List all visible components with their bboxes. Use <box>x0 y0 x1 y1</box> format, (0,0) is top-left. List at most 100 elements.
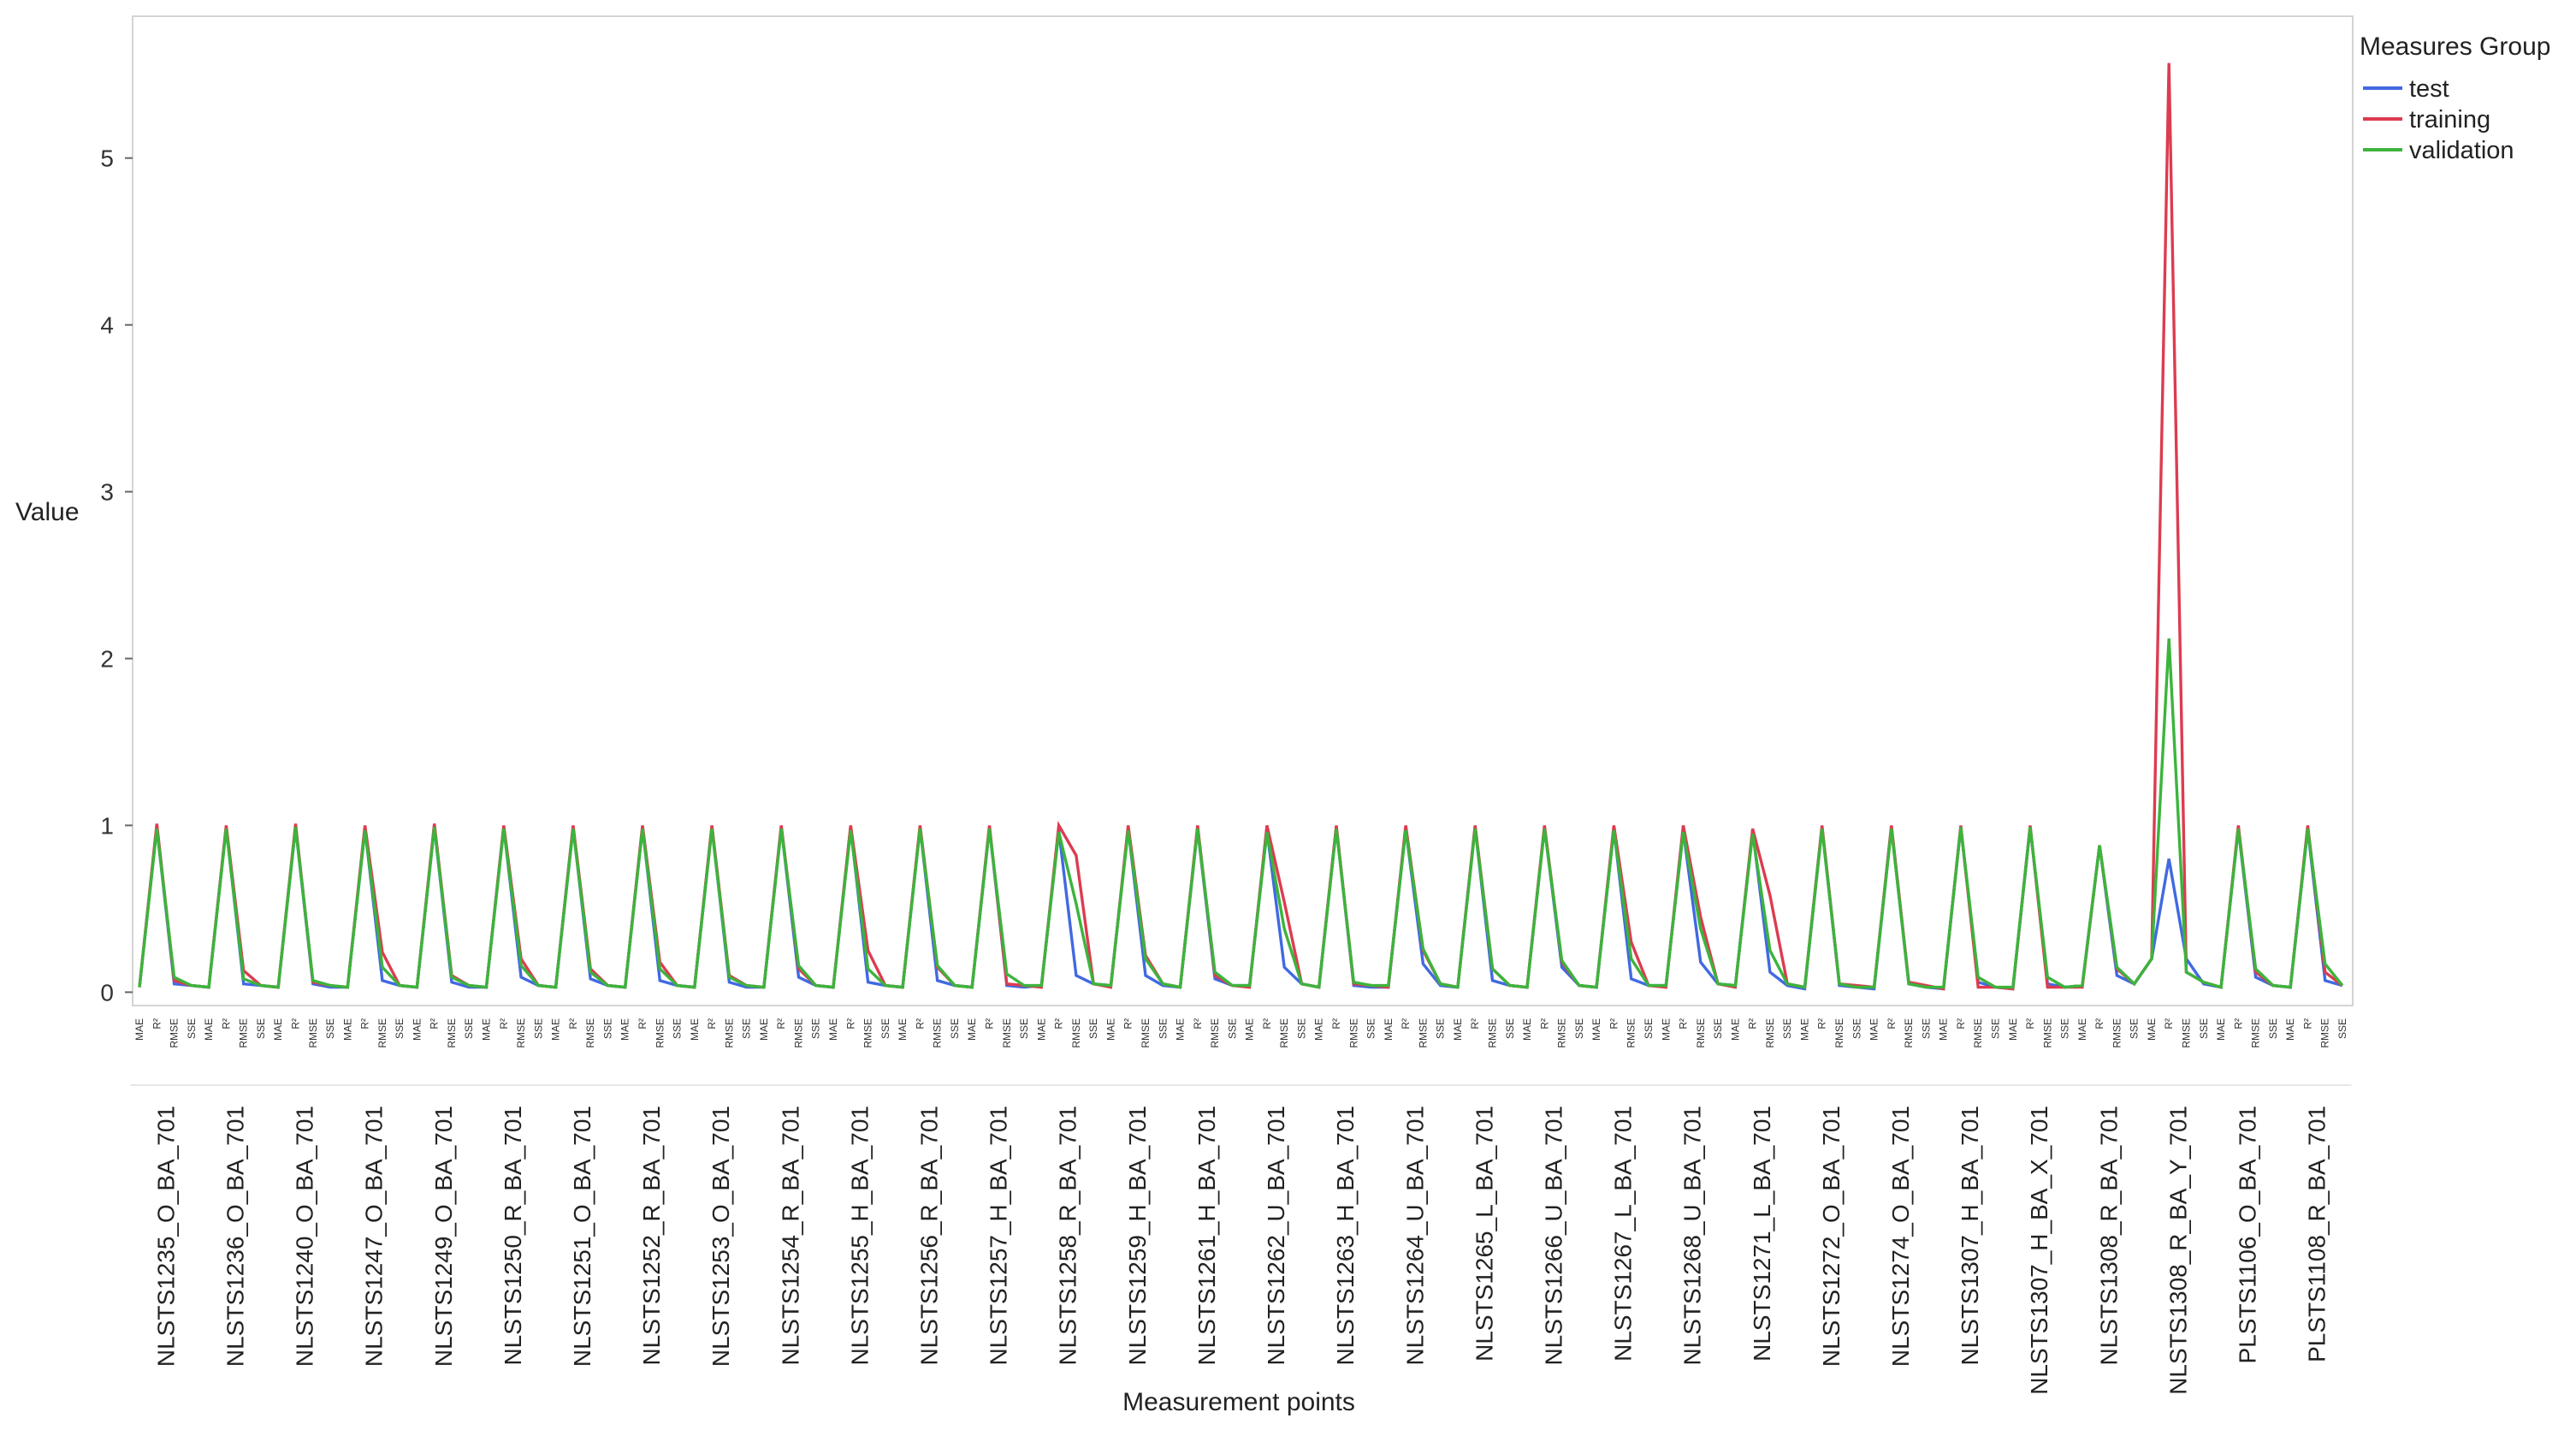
y-tick-label: 3 <box>100 479 114 506</box>
metric-tick-label: RMSE <box>932 1018 944 1048</box>
measurement-point-label: NLSTS1308_R_BA_701 <box>2095 1106 2122 1366</box>
measurement-point-label: NLSTS1235_O_BA_701 <box>152 1106 179 1367</box>
metric-tick-label: MAE <box>203 1018 215 1041</box>
metric-tick-label: RMSE <box>584 1018 596 1048</box>
measurement-point-label: NLSTS1257_H_BA_701 <box>986 1106 1012 1366</box>
metric-tick-label: SSE <box>1018 1018 1030 1039</box>
y-axis-title: Value <box>15 498 80 526</box>
metric-tick-label: RMSE <box>2041 1018 2053 1048</box>
metric-tick-label: RMSE <box>1833 1018 1845 1048</box>
metric-tick-label: MAE <box>1938 1018 1950 1041</box>
metric-tick-label: R² <box>1330 1018 1342 1030</box>
metric-tick-label: R² <box>429 1018 441 1030</box>
metric-tick-label: MAE <box>619 1018 631 1041</box>
metric-tick-label: MAE <box>966 1018 978 1041</box>
metric-tick-label: R² <box>498 1018 510 1030</box>
metric-tick-label: SSE <box>463 1018 475 1039</box>
metric-tick-label: MAE <box>1729 1018 1741 1041</box>
metric-tick-label: MAE <box>1521 1018 1533 1041</box>
series-line-validation <box>138 638 2344 989</box>
measurement-point-label: NLSTS1250_R_BA_701 <box>500 1106 526 1366</box>
metric-tick-label: MAE <box>1313 1018 1325 1041</box>
metric-tick-label: R² <box>1538 1018 1550 1030</box>
measurement-point-label: NLSTS1256_R_BA_701 <box>916 1106 943 1366</box>
metric-tick-label: RMSE <box>307 1018 319 1048</box>
metric-tick-label: RMSE <box>1695 1018 1707 1048</box>
legend-label-test: test <box>2409 75 2449 103</box>
metric-tick-label: R² <box>775 1018 787 1030</box>
metric-tick-label: RMSE <box>169 1018 181 1048</box>
metric-tick-label: SSE <box>1781 1018 1793 1039</box>
metric-tick-label: MAE <box>1799 1018 1811 1041</box>
legend-label-validation: validation <box>2409 137 2514 164</box>
measurement-point-label: NLSTS1267_L_BA_701 <box>1610 1106 1637 1362</box>
legend-title: Measures Group <box>2360 33 2550 61</box>
metric-tick-label: MAE <box>1175 1018 1187 1041</box>
metric-tick-label: RMSE <box>1347 1018 1359 1048</box>
metric-tick-label: SSE <box>324 1018 336 1039</box>
measurement-point-label: NLSTS1272_O_BA_701 <box>1818 1106 1845 1367</box>
metric-tick-label: R² <box>1122 1018 1134 1030</box>
y-tick-label: 4 <box>100 312 114 339</box>
measurement-point-label: NLSTS1240_O_BA_701 <box>292 1106 318 1367</box>
legend-label-training: training <box>2409 106 2490 134</box>
metric-tick-label: RMSE <box>2250 1018 2262 1048</box>
measurement-point-label: NLSTS1307_H_BA_X_701 <box>2026 1106 2052 1395</box>
measurement-point-label: PLSTS1108_R_BA_701 <box>2304 1106 2330 1362</box>
metric-tick-label: R² <box>1955 1018 1967 1030</box>
metric-tick-label: SSE <box>2129 1018 2141 1039</box>
measurement-point-label: NLSTS1255_H_BA_701 <box>846 1106 873 1366</box>
metric-tick-label: SSE <box>601 1018 613 1039</box>
metric-tick-label: SSE <box>2267 1018 2279 1039</box>
metric-tick-label: R² <box>1400 1018 1412 1030</box>
metric-tick-label: R² <box>1886 1018 1898 1030</box>
metric-tick-label: MAE <box>1244 1018 1256 1041</box>
metric-tick-label: RMSE <box>1903 1018 1915 1048</box>
metric-tick-label: MAE <box>1452 1018 1464 1041</box>
metric-tick-label: R² <box>706 1018 718 1030</box>
metric-tick-label: R² <box>914 1018 926 1030</box>
metric-tick-label: RMSE <box>1140 1018 1152 1048</box>
metric-tick-label: SSE <box>1920 1018 1932 1039</box>
metric-tick-label: MAE <box>2076 1018 2088 1041</box>
metric-tick-label: R² <box>2093 1018 2105 1030</box>
metric-tick-label: RMSE <box>1626 1018 1637 1048</box>
metric-tick-label: RMSE <box>1001 1018 1013 1048</box>
metric-tick-label: R² <box>567 1018 579 1030</box>
metric-tick-label: SSE <box>1851 1018 1862 1039</box>
metric-tick-label: MAE <box>758 1018 770 1041</box>
measurement-point-label: NLSTS1308_R_BA_Y_701 <box>2164 1106 2191 1395</box>
measurement-point-label: NLSTS1258_R_BA_701 <box>1055 1106 1081 1366</box>
y-tick-label: 1 <box>100 812 114 839</box>
metric-tick-label: SSE <box>2336 1018 2348 1039</box>
metric-tick-label: SSE <box>949 1018 961 1039</box>
measurement-point-label: NLSTS1249_O_BA_701 <box>430 1106 457 1367</box>
y-axis: 0 1 2 3 4 5 <box>100 145 133 1006</box>
measurement-point-label: NLSTS1264_U_BA_701 <box>1401 1106 1428 1366</box>
metric-tick-label: R² <box>1192 1018 1204 1030</box>
metric-tick-label: MAE <box>341 1018 353 1041</box>
metric-tick-label: MAE <box>1035 1018 1047 1041</box>
metric-tick-label: MAE <box>2007 1018 2019 1041</box>
metric-tick-label: R² <box>290 1018 302 1030</box>
metric-tick-label: R² <box>1261 1018 1273 1030</box>
metric-tick-label: SSE <box>394 1018 406 1039</box>
metric-tick-label: MAE <box>1590 1018 1602 1041</box>
metric-tick-label: MAE <box>1868 1018 1880 1041</box>
metric-tick-label: RMSE <box>862 1018 874 1048</box>
metric-tick-label: MAE <box>550 1018 562 1041</box>
measurement-point-label: NLSTS1254_R_BA_701 <box>777 1106 803 1366</box>
metric-tick-label: RMSE <box>723 1018 735 1048</box>
measurement-point-label: NLSTS1253_O_BA_701 <box>708 1106 734 1367</box>
metric-tick-label: SSE <box>1573 1018 1585 1039</box>
metric-tick-label: MAE <box>411 1018 423 1041</box>
metric-tick-label: R² <box>1816 1018 1828 1030</box>
metric-tick-label: SSE <box>2059 1018 2071 1039</box>
metric-tick-label: SSE <box>1087 1018 1099 1039</box>
metric-tick-label: RMSE <box>793 1018 805 1048</box>
metric-tick-label: R² <box>2301 1018 2313 1030</box>
metric-tick-label: R² <box>1678 1018 1690 1030</box>
metric-tick-label: MAE <box>897 1018 909 1041</box>
x-axis-title: Measurement points <box>1122 1388 1355 1416</box>
